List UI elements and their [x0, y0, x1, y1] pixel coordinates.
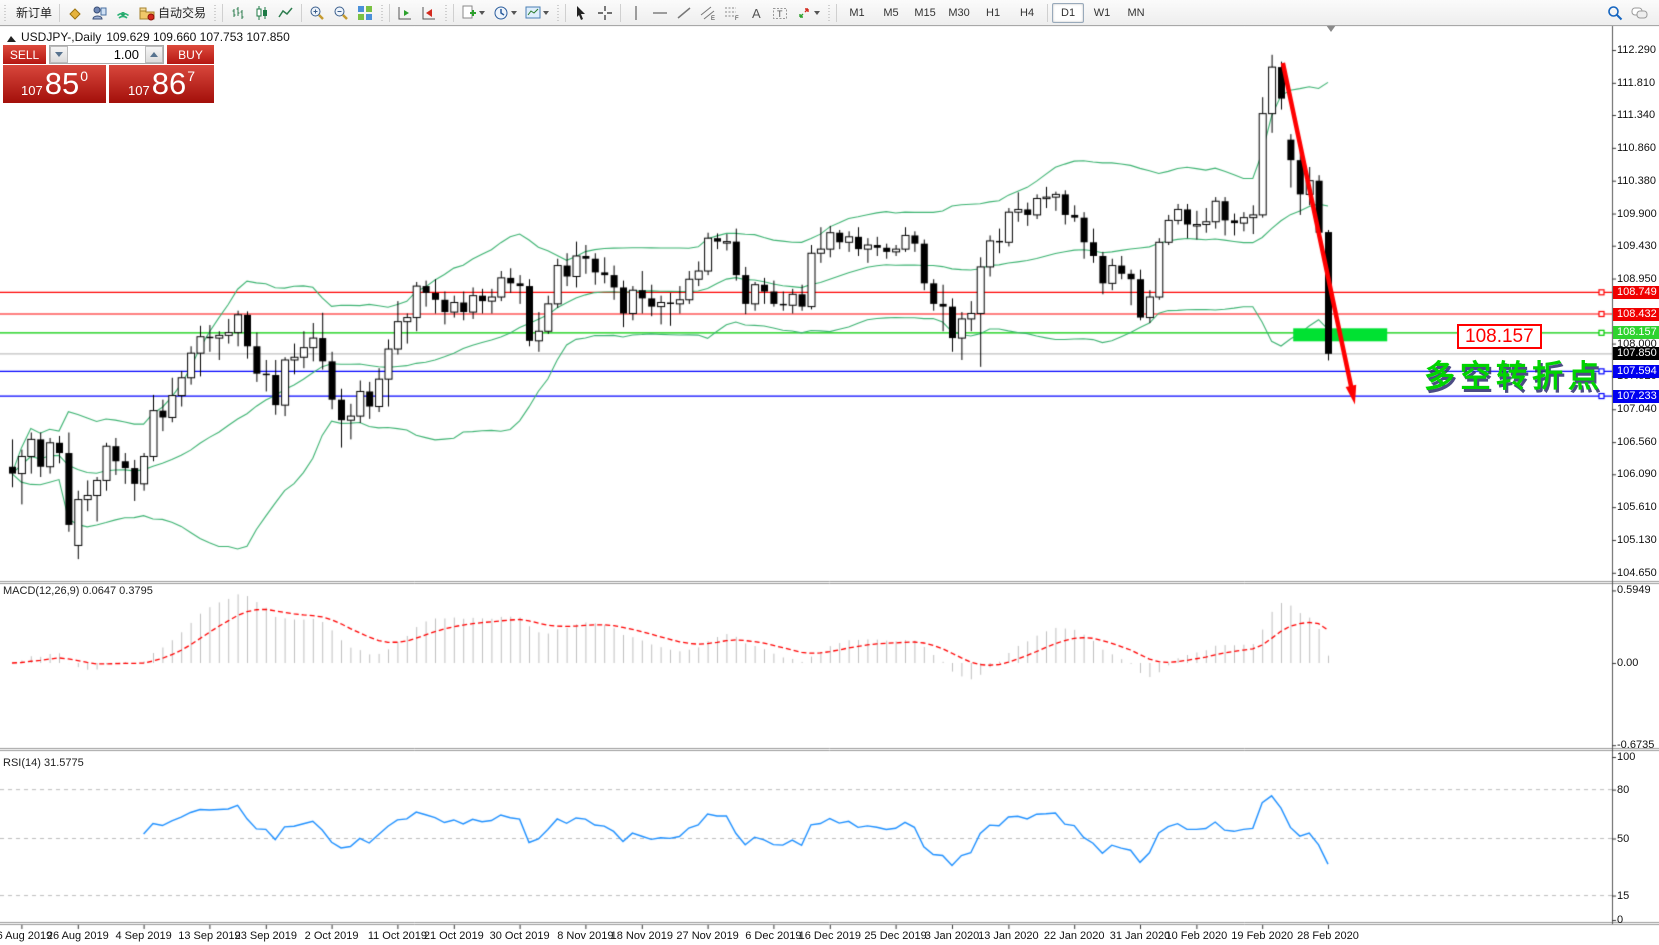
text-icon[interactable]: A	[744, 1, 768, 24]
chart-template-icon[interactable]	[521, 1, 553, 24]
triangle-up-icon	[150, 52, 158, 57]
timeframe-button-m15[interactable]: M15	[914, 6, 936, 19]
vertical-line-icon[interactable]	[624, 1, 648, 24]
svg-text:F: F	[735, 16, 739, 21]
volume-increase-button[interactable]	[145, 46, 163, 63]
timeframe-button-h1[interactable]: H1	[986, 6, 1001, 19]
zoom-in-icon[interactable]	[305, 1, 329, 24]
buy-price-box[interactable]: 107 86 7	[109, 65, 214, 103]
timeframe-button-w1[interactable]: W1	[1093, 6, 1111, 19]
horizontal-line-icon[interactable]	[648, 1, 672, 24]
chat-icon[interactable]	[1627, 1, 1653, 24]
data-window-icon[interactable]	[87, 1, 111, 24]
new-order-button[interactable]: 新订单	[9, 1, 56, 24]
new-order-label: 新订单	[16, 6, 53, 20]
tile-windows-icon[interactable]	[353, 1, 377, 24]
timeframe-group: M1 M5 M15 M30 H1 H4 D1 W1 MN	[840, 2, 1153, 23]
volume-control	[49, 45, 164, 64]
svg-text:E: E	[711, 16, 715, 21]
volume-input[interactable]	[68, 46, 145, 63]
market-watch-icon[interactable]	[63, 1, 87, 24]
timeframe-button-d1[interactable]: D1	[1052, 2, 1085, 23]
periods-clock-icon[interactable]	[489, 1, 521, 24]
bar-chart-icon[interactable]	[226, 1, 250, 24]
zoom-out-icon[interactable]	[329, 1, 353, 24]
text-label-icon[interactable]: T	[768, 1, 792, 24]
signals-icon[interactable]	[111, 1, 135, 24]
buy-button[interactable]: BUY	[167, 45, 214, 64]
auto-scroll-icon[interactable]	[393, 1, 417, 24]
toolbar-drag-handle[interactable]	[2, 4, 7, 21]
toolbar: 新订单 自动交易 E F A T	[0, 0, 1659, 26]
candlestick-chart-icon[interactable]	[250, 1, 274, 24]
line-chart-icon[interactable]	[274, 1, 298, 24]
fibonacci-icon[interactable]: F	[720, 1, 744, 24]
timeframe-button-m30[interactable]: M30	[948, 6, 970, 19]
triangle-down-icon	[55, 52, 63, 57]
crosshair-icon[interactable]	[593, 1, 617, 24]
search-icon[interactable]	[1603, 1, 1627, 24]
new-chart-icon[interactable]	[457, 1, 489, 24]
volume-decrease-button[interactable]	[50, 46, 68, 63]
cursor-icon[interactable]	[569, 1, 593, 24]
timeframe-button-mn[interactable]: MN	[1127, 6, 1145, 19]
chart-shift-icon[interactable]	[417, 1, 441, 24]
arrows-objects-icon[interactable]	[792, 1, 824, 24]
sell-price-box[interactable]: 107 85 0	[3, 65, 106, 103]
autotrading-label: 自动交易	[158, 6, 207, 20]
sell-button[interactable]: SELL	[3, 45, 46, 64]
svg-text:A: A	[752, 6, 761, 21]
timeframe-button-m5[interactable]: M5	[883, 6, 899, 19]
timeframe-button-m1[interactable]: M1	[849, 6, 865, 19]
timeframe-button-h4[interactable]: H4	[1020, 6, 1035, 19]
equidistant-channel-icon[interactable]: E	[696, 1, 720, 24]
svg-text:T: T	[777, 9, 783, 19]
trendline-icon[interactable]	[672, 1, 696, 24]
autotrading-button[interactable]: 自动交易	[135, 1, 210, 24]
